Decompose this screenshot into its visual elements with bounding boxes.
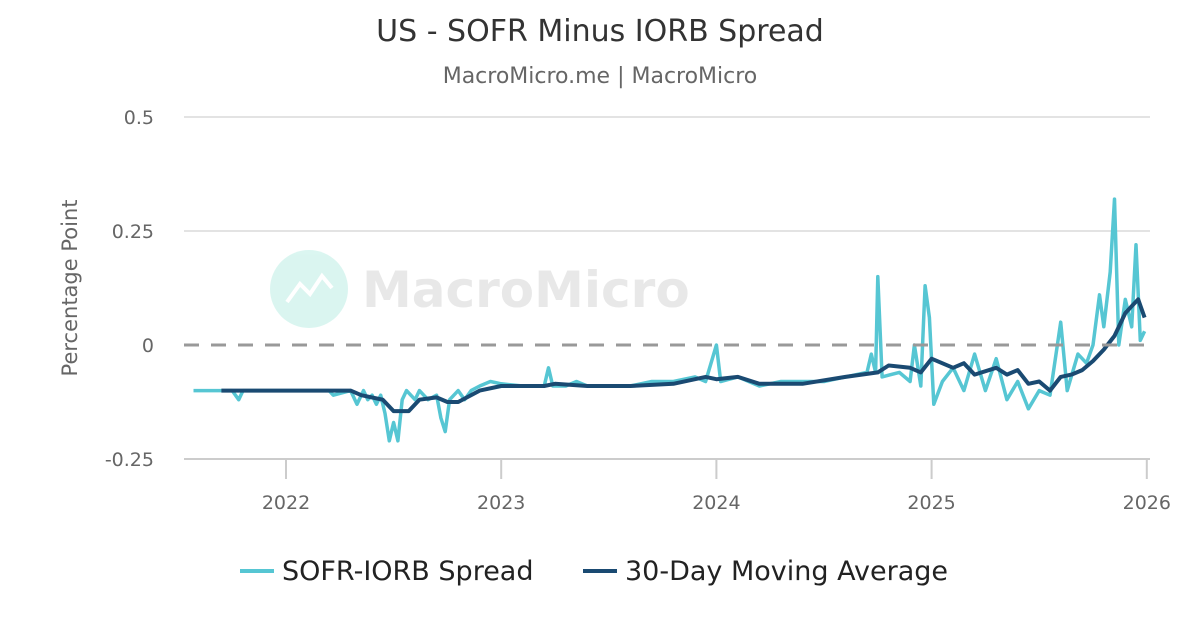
x-tick-label: 2023 bbox=[477, 492, 525, 514]
y-tick-label: 0 bbox=[142, 335, 154, 357]
series-line-moving-average bbox=[221, 297, 1147, 414]
y-tick-label: -0.25 bbox=[105, 449, 154, 471]
legend-label: SOFR-IORB Spread bbox=[282, 556, 534, 587]
legend-label: 30-Day Moving Average bbox=[625, 556, 948, 587]
x-tick-label: 2025 bbox=[907, 492, 955, 514]
x-tick-label: 2022 bbox=[262, 492, 310, 514]
x-tick-label: 2026 bbox=[1123, 492, 1171, 514]
y-tick-label: 0.25 bbox=[112, 221, 154, 243]
y-axis-label: Percentage Point bbox=[58, 200, 82, 377]
legend: SOFR-IORB Spread 30-Day Moving Average bbox=[240, 556, 948, 587]
watermark-text: MacroMicro bbox=[362, 261, 690, 319]
x-tick-label: 2024 bbox=[692, 492, 740, 514]
chart-title: US - SOFR Minus IORB Spread bbox=[376, 14, 824, 49]
series-line-spread bbox=[193, 197, 1147, 443]
watermark-logo: MacroMicro bbox=[270, 250, 690, 328]
y-tick-label: 0.5 bbox=[124, 107, 154, 129]
chart-subtitle: MacroMicro.me | MacroMicro bbox=[442, 64, 758, 89]
